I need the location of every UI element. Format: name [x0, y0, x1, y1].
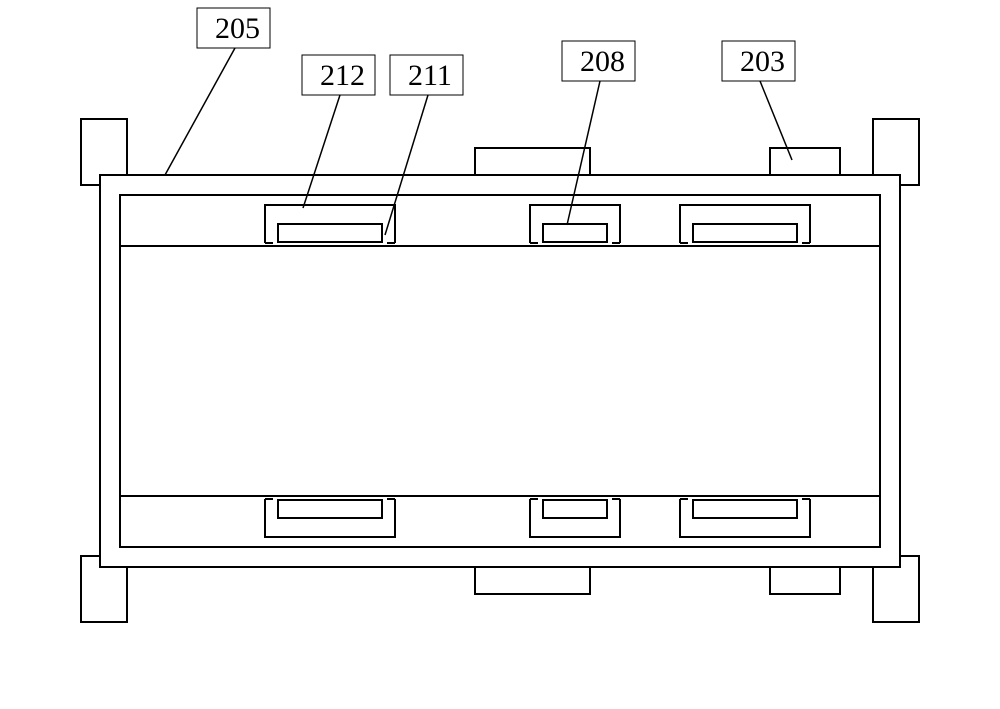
center-block-bottom — [475, 567, 590, 594]
clip-plate-top-2 — [693, 224, 797, 242]
label-212: 212 — [320, 59, 365, 92]
clip-plate-bottom-0 — [278, 500, 382, 518]
side-block-top-right — [770, 148, 840, 175]
center-block-top — [475, 148, 590, 175]
label-211: 211 — [408, 59, 452, 92]
label-203: 203 — [740, 45, 785, 78]
leader-ln205 — [165, 48, 235, 175]
inner-frame — [120, 195, 880, 547]
clip-plate-top-0 — [278, 224, 382, 242]
label-205: 205 — [215, 12, 260, 45]
label-208: 208 — [580, 45, 625, 78]
clip-plate-top-1 — [543, 224, 607, 242]
side-block-bottom-right — [770, 567, 840, 594]
clip-plate-bottom-2 — [693, 500, 797, 518]
clip-plate-bottom-1 — [543, 500, 607, 518]
